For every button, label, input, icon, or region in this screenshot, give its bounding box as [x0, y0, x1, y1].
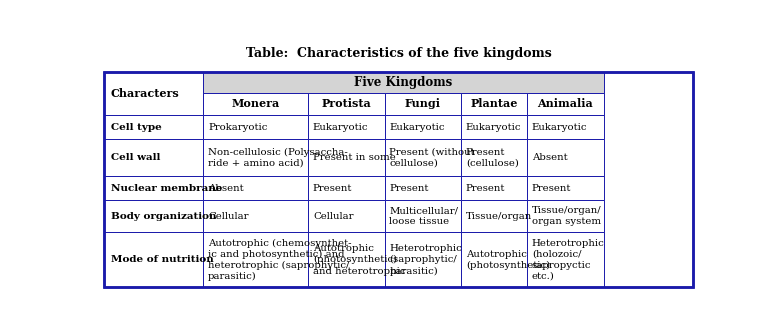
Text: Monera: Monera — [232, 98, 280, 109]
Text: Table:  Characteristics of the five kingdoms: Table: Characteristics of the five kingd… — [246, 47, 552, 60]
Bar — [527, 115, 604, 139]
Bar — [384, 139, 461, 176]
Text: Multicellular/
loose tissue: Multicellular/ loose tissue — [390, 206, 458, 226]
Text: Heterotrophic
(saprophytic/
parasitic): Heterotrophic (saprophytic/ parasitic) — [390, 244, 462, 276]
Bar — [384, 232, 461, 287]
Text: Eukaryotic: Eukaryotic — [466, 123, 521, 132]
Text: Present (without
cellulose): Present (without cellulose) — [390, 148, 475, 168]
Text: Heterotrophic
(holozoic/
sapropyctic
etc.): Heterotrophic (holozoic/ sapropyctic etc… — [532, 239, 605, 281]
Bar — [104, 72, 693, 287]
Text: Animalia: Animalia — [538, 98, 593, 109]
Bar — [104, 72, 693, 287]
Text: Non-cellulosic (Polysaccha-
ride + amino acid): Non-cellulosic (Polysaccha- ride + amino… — [209, 148, 348, 168]
Bar — [461, 176, 527, 200]
Text: Five Kingdoms: Five Kingdoms — [354, 76, 453, 89]
Bar — [308, 176, 384, 200]
Text: Present in some: Present in some — [313, 153, 396, 162]
Bar — [203, 115, 308, 139]
Bar — [527, 92, 604, 115]
Bar — [527, 176, 604, 200]
Bar — [104, 115, 203, 139]
Text: Cellular: Cellular — [313, 212, 353, 221]
Text: Present: Present — [313, 184, 352, 193]
Text: Body organization: Body organization — [110, 212, 216, 221]
Bar — [461, 139, 527, 176]
Text: Autotrophic (chemosynthet-
ic and photosynthetic) and
heterotrophic (saprophytic: Autotrophic (chemosynthet- ic and photos… — [209, 238, 352, 281]
Bar — [203, 200, 308, 232]
Bar — [203, 176, 308, 200]
Bar — [461, 115, 527, 139]
Text: Eukaryotic: Eukaryotic — [532, 123, 587, 132]
Bar — [104, 176, 203, 200]
Bar — [527, 139, 604, 176]
Bar — [384, 92, 461, 115]
Text: Prokaryotic: Prokaryotic — [209, 123, 268, 132]
Bar — [461, 232, 527, 287]
Text: Autotrophic
(photosynthetic)
and heterotrophic: Autotrophic (photosynthetic) and heterot… — [313, 244, 405, 276]
Bar — [461, 200, 527, 232]
Bar — [461, 92, 527, 115]
Text: Present: Present — [466, 184, 505, 193]
Text: Protista: Protista — [321, 98, 371, 109]
Bar — [527, 232, 604, 287]
Text: Autotrophic
(photosynthetic): Autotrophic (photosynthetic) — [466, 250, 550, 270]
Bar — [527, 200, 604, 232]
Bar — [384, 200, 461, 232]
Text: Present
(cellulose): Present (cellulose) — [466, 148, 519, 168]
Text: Cell wall: Cell wall — [110, 153, 160, 162]
Bar — [308, 232, 384, 287]
Bar — [203, 92, 308, 115]
Text: Eukaryotic: Eukaryotic — [313, 123, 369, 132]
Text: Present: Present — [390, 184, 429, 193]
Text: Tissue/organ/
organ system: Tissue/organ/ organ system — [532, 206, 601, 226]
Text: Tissue/organ: Tissue/organ — [466, 212, 532, 221]
Bar — [384, 176, 461, 200]
Text: Cellular: Cellular — [209, 212, 249, 221]
Bar — [203, 72, 604, 92]
Bar — [104, 200, 203, 232]
Bar — [308, 200, 384, 232]
Text: Characters: Characters — [110, 88, 179, 99]
Text: Absent: Absent — [209, 184, 244, 193]
Text: Fungi: Fungi — [405, 98, 441, 109]
Text: Absent: Absent — [532, 153, 567, 162]
Text: Cell type: Cell type — [110, 123, 161, 132]
Bar — [203, 139, 308, 176]
Bar — [104, 72, 203, 115]
Text: Nuclear membrane: Nuclear membrane — [110, 184, 222, 193]
Text: Mode of nutrition: Mode of nutrition — [110, 256, 213, 264]
Bar — [104, 139, 203, 176]
Bar — [104, 232, 203, 287]
Bar — [384, 115, 461, 139]
Bar — [308, 92, 384, 115]
Text: Present: Present — [532, 184, 571, 193]
Bar — [308, 115, 384, 139]
Text: Eukaryotic: Eukaryotic — [390, 123, 445, 132]
Bar — [203, 232, 308, 287]
Bar — [308, 139, 384, 176]
Text: Plantae: Plantae — [471, 98, 517, 109]
